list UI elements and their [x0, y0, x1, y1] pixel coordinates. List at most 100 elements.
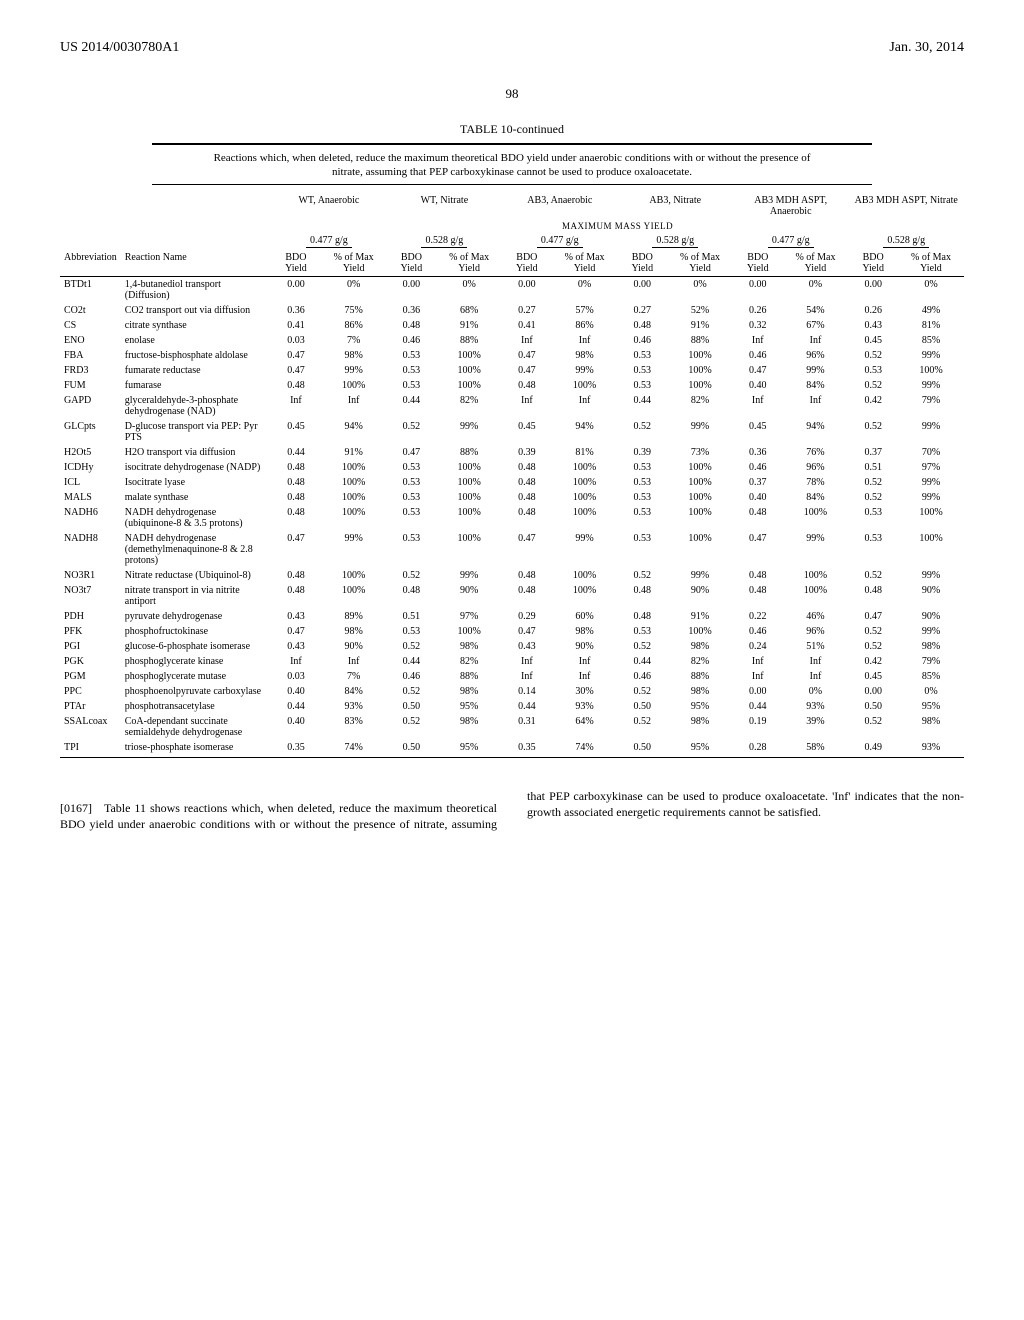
cell-value: 0.00 [848, 276, 898, 303]
cell-value: 0.52 [387, 714, 437, 740]
cell-abbr: PGK [60, 654, 121, 669]
cell-value: 100% [436, 363, 502, 378]
cell-value: 0.49 [848, 740, 898, 755]
cell-value: 76% [783, 445, 849, 460]
cell-value: 100% [667, 505, 733, 531]
cell-value: 64% [552, 714, 618, 740]
cell-value: 100% [321, 568, 387, 583]
cell-value: 0.43 [271, 639, 321, 654]
cell-value: 0.53 [618, 624, 668, 639]
cell-value: 0.41 [502, 318, 552, 333]
cell-value: 95% [667, 699, 733, 714]
cell-value: 0% [321, 276, 387, 303]
table-row: ICDHyisocitrate dehydrogenase (NADP)0.48… [60, 460, 964, 475]
cell-value: 0.35 [502, 740, 552, 755]
cell-value: 0.03 [271, 669, 321, 684]
cell-value: 0.47 [502, 348, 552, 363]
table-title: TABLE 10-continued [60, 122, 964, 137]
cell-abbr: CS [60, 318, 121, 333]
col-rname: Reaction Name [121, 250, 271, 277]
cell-value: 0% [552, 276, 618, 303]
cell-value: 0.53 [387, 363, 437, 378]
cell-value: 0.45 [848, 333, 898, 348]
cell-value: 0.48 [502, 568, 552, 583]
table-row: TPItriose-phosphate isomerase0.3574%0.50… [60, 740, 964, 755]
col-pct: % of Max Yield [321, 250, 387, 277]
cell-value: 100% [552, 490, 618, 505]
cell-value: 0.00 [271, 276, 321, 303]
cell-value: 0.43 [271, 609, 321, 624]
cell-value: 0.46 [733, 460, 783, 475]
cell-value: 0.47 [502, 531, 552, 568]
cell-value: 100% [436, 460, 502, 475]
cell-value: 98% [321, 624, 387, 639]
cell-value: 0.24 [733, 639, 783, 654]
table-row: PDHpyruvate dehydrogenase0.4389%0.5197%0… [60, 609, 964, 624]
cell-value: 67% [783, 318, 849, 333]
table-row: PGIglucose-6-phosphate isomerase0.4390%0… [60, 639, 964, 654]
cell-value: 0.00 [848, 684, 898, 699]
cell-value: 57% [552, 303, 618, 318]
cell-abbr: NO3R1 [60, 568, 121, 583]
cell-value: 7% [321, 333, 387, 348]
cell-value: 0.27 [502, 303, 552, 318]
cell-value: 0.52 [848, 490, 898, 505]
cell-value: 79% [898, 654, 964, 669]
cell-rname: D-glucose transport via PEP: Pyr PTS [121, 419, 271, 445]
cell-value: 0.53 [618, 348, 668, 363]
cell-rname: phosphoglycerate mutase [121, 669, 271, 684]
cell-rname: phosphotransacetylase [121, 699, 271, 714]
table-row: BTDt11,4-butanediol transport (Diffusion… [60, 276, 964, 303]
cell-value: 0.48 [618, 583, 668, 609]
cell-value: Inf [271, 393, 321, 419]
cell-value: 0.53 [618, 378, 668, 393]
cell-value: 99% [552, 531, 618, 568]
cell-rname: nitrate transport in via nitrite antipor… [121, 583, 271, 609]
cell-rname: phosphoglycerate kinase [121, 654, 271, 669]
cell-value: 95% [898, 699, 964, 714]
cell-value: 82% [436, 393, 502, 419]
cell-value: 99% [898, 568, 964, 583]
cell-value: 0.47 [502, 363, 552, 378]
cell-value: 0.40 [271, 714, 321, 740]
cell-value: 98% [552, 624, 618, 639]
cell-value: 0.46 [733, 348, 783, 363]
cell-value: 0.27 [618, 303, 668, 318]
cell-value: 0.46 [387, 669, 437, 684]
table-row: NADH6NADH dehydrogenase (ubiquinone-8 & … [60, 505, 964, 531]
cell-rname: phosphofructokinase [121, 624, 271, 639]
cell-value: 0.53 [618, 460, 668, 475]
para-text: Table 11 shows reactions which, when del… [60, 789, 964, 831]
cell-value: 100% [667, 378, 733, 393]
cell-value: 0.48 [502, 490, 552, 505]
cell-value: 0.31 [502, 714, 552, 740]
cell-rname: phosphoenolpyruvate carboxylase [121, 684, 271, 699]
table-row: PTArphosphotransacetylase0.4493%0.5095%0… [60, 699, 964, 714]
cell-value: 84% [783, 490, 849, 505]
cell-value: 100% [667, 475, 733, 490]
doc-date: Jan. 30, 2014 [889, 40, 964, 56]
cell-value: Inf [502, 333, 552, 348]
cell-value: 0.50 [848, 699, 898, 714]
cell-value: Inf [321, 654, 387, 669]
cell-value: 0.52 [387, 639, 437, 654]
cell-rname: glyceraldehyde-3-phosphate dehydrogenase… [121, 393, 271, 419]
cell-value: 0.45 [733, 419, 783, 445]
cell-value: 0.48 [733, 583, 783, 609]
cell-value: 60% [552, 609, 618, 624]
cell-value: 0.26 [848, 303, 898, 318]
col-pct: % of Max Yield [783, 250, 849, 277]
cell-abbr: PGM [60, 669, 121, 684]
cell-abbr: FRD3 [60, 363, 121, 378]
cell-value: 0.26 [733, 303, 783, 318]
cell-value: 0.46 [733, 624, 783, 639]
cell-value: 0.45 [848, 669, 898, 684]
cell-value: 0.52 [848, 639, 898, 654]
cell-value: 100% [552, 568, 618, 583]
cell-value: 100% [436, 475, 502, 490]
cell-value: 51% [783, 639, 849, 654]
cell-value: 54% [783, 303, 849, 318]
cell-value: 100% [667, 363, 733, 378]
cell-value: 0.44 [387, 393, 437, 419]
table-row: FBAfructose-bisphosphate aldolase0.4798%… [60, 348, 964, 363]
